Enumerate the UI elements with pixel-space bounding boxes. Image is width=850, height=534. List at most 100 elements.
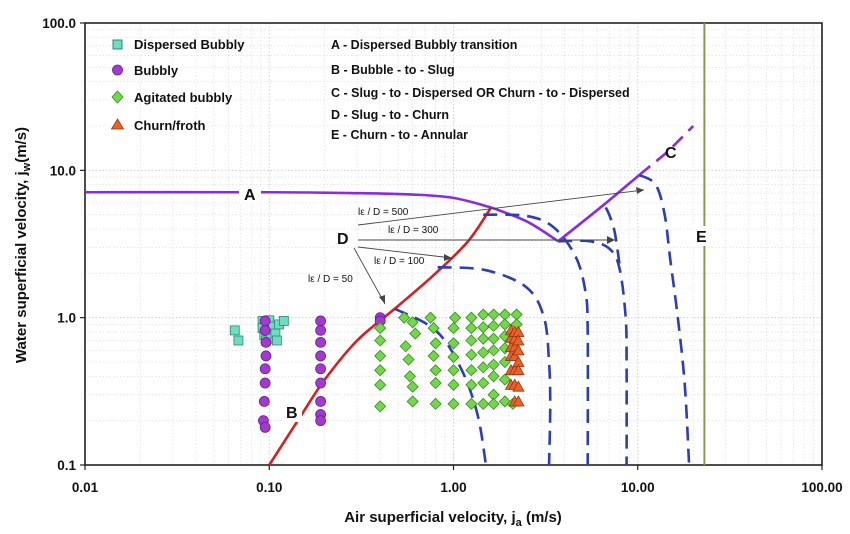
x-axis-title-sub: a (516, 517, 523, 529)
marker-agitated-bubbly (465, 311, 478, 324)
marker-agitated-bubbly (374, 349, 387, 362)
marker-agitated-bubbly (374, 364, 387, 377)
x-tick-label: 0.10 (256, 480, 282, 495)
note-a: A - Dispersed Bubbly transition (331, 38, 517, 52)
x-axis-title-unit: (m/s) (522, 509, 562, 526)
note-d: D - Slug - to - Churn (331, 108, 449, 122)
marker-agitated-bubbly (403, 370, 416, 383)
marker-dispersed-bubbly (271, 335, 282, 346)
y-tick-label: 0.1 (57, 458, 76, 473)
marker-agitated-bubbly (477, 346, 490, 359)
y-axis-title-sub: w (21, 162, 33, 172)
x-axis-title-main: Air superficial velocity, j (344, 509, 515, 526)
marker-agitated-bubbly (424, 311, 437, 324)
marker-agitated-bubbly (465, 334, 478, 347)
curve-letter-b: B (286, 405, 298, 422)
data-markers (229, 308, 525, 433)
marker-bubbly (315, 336, 327, 348)
marker-churn-froth (512, 344, 525, 356)
marker-bubbly (259, 377, 271, 389)
transition-line-a (84, 190, 492, 209)
marker-bubbly (315, 324, 327, 336)
y-tick-label: 10.0 (50, 163, 76, 178)
legend: Dispersed Bubbly Bubbly Agitated bubbly … (110, 37, 245, 133)
marker-bubbly (260, 336, 272, 348)
marker-agitated-bubbly (487, 319, 500, 332)
legend-marker-dispersed-bubbly (112, 39, 123, 50)
marker-agitated-bubbly (447, 321, 460, 335)
marker-agitated-bubbly (477, 332, 490, 345)
transition-line-a2 (490, 206, 559, 243)
y-axis-title: Water superficial velocity, jw(m/s) (13, 127, 33, 363)
marker-agitated-bubbly (409, 327, 422, 340)
marker-agitated-bubbly (477, 321, 490, 334)
marker-agitated-bubbly (429, 337, 442, 350)
marker-bubbly (315, 350, 327, 362)
x-axis-title: Air superficial velocity, ja (m/s) (344, 509, 562, 529)
curve-letter-e: E (696, 229, 707, 246)
ld-label-300: lε / D = 300 (388, 225, 439, 236)
marker-agitated-bubbly (374, 378, 387, 391)
ld-label-500: lε / D = 500 (358, 207, 409, 218)
marker-agitated-bubbly (427, 321, 440, 335)
arrow-d-50 (353, 247, 386, 305)
marker-agitated-bubbly (477, 361, 490, 374)
marker-agitated-bubbly (487, 370, 500, 383)
transition-line-c2 (638, 125, 695, 176)
marker-bubbly (315, 363, 327, 375)
x-tick-label: 100.00 (801, 480, 842, 495)
transition-line-d500 (558, 239, 628, 466)
marker-dispersed-bubbly (229, 325, 240, 336)
marker-bubbly (259, 315, 271, 327)
marker-bubbly (315, 396, 327, 407)
marker-agitated-bubbly (449, 311, 462, 324)
axis-ticks: 0.01 0.10 1.00 10.00 100.00 0.1 1.0 10.0 100.0 (42, 16, 842, 495)
marker-agitated-bubbly (498, 318, 511, 331)
transition-line-d100 (437, 265, 552, 466)
note-b: B - Bubble - to - Slug (331, 63, 455, 77)
marker-agitated-bubbly (399, 340, 412, 353)
marker-agitated-bubbly (402, 353, 415, 366)
marker-agitated-bubbly (465, 397, 478, 410)
marker-agitated-bubbly (465, 321, 478, 335)
marker-agitated-bubbly (477, 308, 490, 321)
marker-agitated-bubbly (447, 364, 460, 377)
marker-agitated-bubbly (487, 397, 500, 410)
legend-label-bubbly: Bubbly (134, 63, 179, 78)
legend-marker-churn-froth (110, 118, 125, 130)
marker-agitated-bubbly (465, 364, 478, 377)
marker-bubbly (315, 377, 327, 389)
y-tick-label: 1.0 (57, 311, 76, 326)
transition-line-d50 (394, 307, 488, 466)
transition-line-dsb (604, 206, 622, 268)
marker-agitated-bubbly (498, 373, 511, 386)
marker-agitated-bubbly (398, 311, 411, 324)
marker-agitated-bubbly (427, 349, 440, 362)
curve-letters: A B C D E (239, 145, 713, 422)
legend-marker-agitated-bubbly (111, 90, 124, 104)
marker-agitated-bubbly (465, 378, 478, 391)
arrow-d-50-head (379, 295, 385, 304)
transition-line-c (557, 173, 641, 243)
marker-churn-froth (512, 363, 525, 376)
marker-bubbly (259, 363, 271, 375)
marker-agitated-bubbly (487, 332, 500, 345)
marker-bubbly (258, 396, 270, 407)
x-tick-label: 10.00 (621, 480, 655, 495)
marker-dispersed-bubbly (233, 335, 244, 346)
marker-agitated-bubbly (477, 397, 490, 410)
legend-label-dispersed-bubbly: Dispersed Bubbly (134, 37, 245, 52)
transition-notes: A - Dispersed Bubbly transition B - Bubb… (331, 38, 630, 142)
arrow-300-head (607, 236, 615, 244)
arrow-d-100-head (444, 254, 452, 261)
marker-agitated-bubbly (429, 397, 442, 410)
curve-letter-a: A (244, 187, 256, 204)
ld-label-50: lε / D = 50 (308, 274, 353, 285)
marker-bubbly (315, 415, 327, 427)
transition-line-d300 (483, 213, 590, 466)
ld-label-100: lε / D = 100 (374, 256, 425, 267)
grid (84, 23, 822, 466)
x-tick-label: 1.00 (440, 480, 466, 495)
arrow-500-head (636, 187, 644, 194)
